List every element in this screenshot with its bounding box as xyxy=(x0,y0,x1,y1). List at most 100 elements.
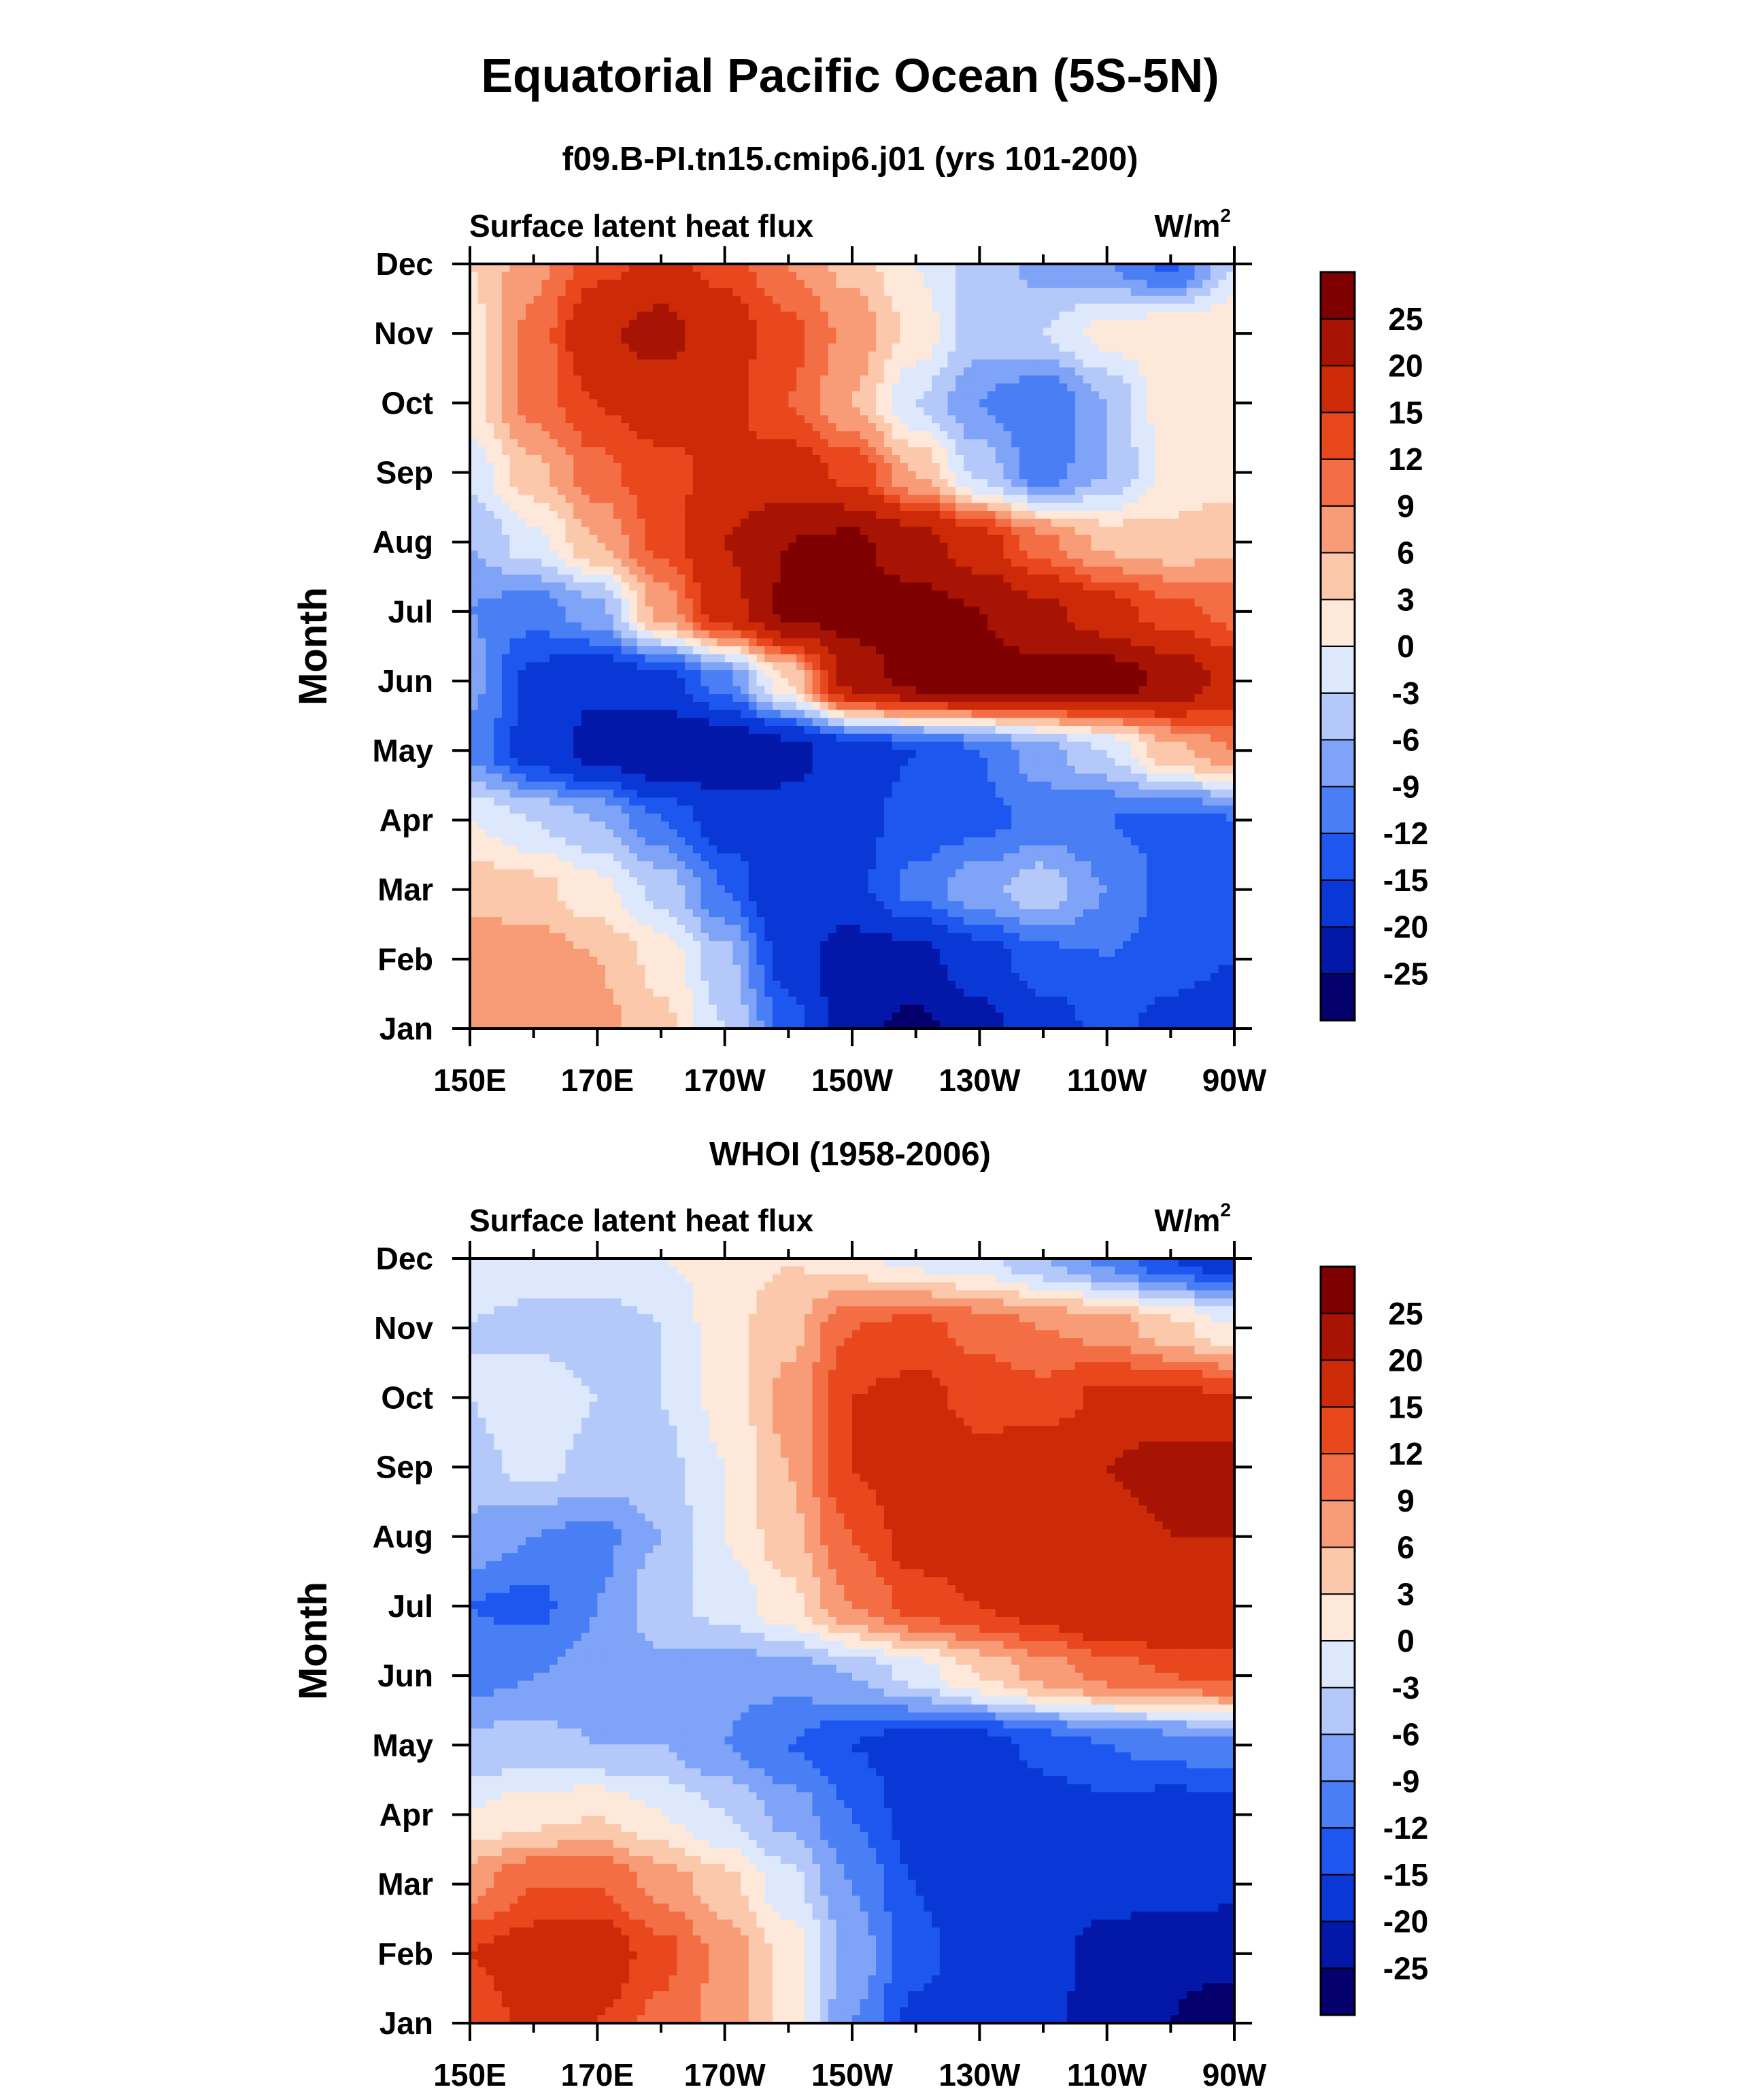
contour-cell xyxy=(963,447,973,456)
contour-cell xyxy=(645,447,654,456)
contour-cell xyxy=(1186,630,1196,639)
contour-cell xyxy=(494,559,503,567)
contour-cell xyxy=(573,351,582,361)
contour-cell xyxy=(1115,510,1123,520)
contour-cell xyxy=(494,598,503,607)
contour-cell xyxy=(883,383,893,392)
contour-cell xyxy=(939,280,949,288)
contour-cell xyxy=(589,574,598,583)
contour-cell xyxy=(1179,407,1187,416)
contour-cell xyxy=(653,423,662,432)
contour-cell xyxy=(971,407,980,416)
contour-cell xyxy=(772,542,781,552)
contour-cell xyxy=(1075,518,1084,527)
contour-cell xyxy=(509,447,518,456)
contour-cell xyxy=(876,622,885,631)
contour-cell xyxy=(550,264,558,273)
contour-cell xyxy=(518,344,526,352)
contour-cell xyxy=(700,670,709,679)
contour-cell xyxy=(804,295,813,305)
contour-cell xyxy=(565,503,574,512)
contour-cell xyxy=(692,288,702,297)
contour-cell xyxy=(1162,479,1171,488)
contour-cell xyxy=(1019,383,1028,392)
contour-cell xyxy=(661,614,670,623)
contour-cell xyxy=(541,351,550,361)
contour-cell xyxy=(1011,351,1020,361)
contour-cell xyxy=(1083,670,1092,679)
contour-cell xyxy=(900,582,909,591)
contour-cell xyxy=(764,670,773,679)
contour-cell xyxy=(939,399,949,408)
contour-cell xyxy=(804,622,813,631)
contour-cell xyxy=(1043,670,1052,679)
contour-cell xyxy=(947,367,956,376)
contour-cell xyxy=(1067,335,1076,344)
contour-cell xyxy=(1138,423,1147,432)
contour-cell xyxy=(724,574,733,583)
contour-cell xyxy=(772,622,781,631)
contour-cell xyxy=(1019,606,1028,615)
contour-cell xyxy=(892,646,900,655)
contour-cell xyxy=(692,535,702,544)
contour-cell xyxy=(979,527,988,535)
contour-cell xyxy=(637,495,646,503)
contour-cell xyxy=(1067,367,1076,376)
contour-cell xyxy=(860,646,869,655)
contour-cell xyxy=(956,447,964,456)
contour-cell xyxy=(1035,495,1044,503)
contour-cell xyxy=(963,503,973,512)
contour-cell xyxy=(533,614,542,623)
contour-cell xyxy=(692,280,702,288)
contour-cell xyxy=(494,295,503,305)
contour-cell xyxy=(748,622,758,631)
contour-cell xyxy=(1003,312,1012,320)
contour-cell xyxy=(772,431,781,440)
contour-cell xyxy=(605,375,614,384)
contour-cell xyxy=(557,646,567,655)
contour-cell xyxy=(971,630,980,639)
contour-cell xyxy=(1083,288,1092,297)
contour-cell xyxy=(788,399,797,408)
contour-cell xyxy=(1083,638,1092,647)
contour-cell xyxy=(1051,471,1060,480)
contour-cell xyxy=(1043,271,1052,281)
contour-cell xyxy=(995,654,1004,663)
contour-cell xyxy=(533,646,542,655)
contour-cell xyxy=(979,288,988,297)
contour-cell xyxy=(1011,407,1020,416)
contour-cell xyxy=(820,471,829,480)
contour-cell xyxy=(1083,431,1092,440)
contour-cell xyxy=(947,391,956,400)
contour-cell xyxy=(1123,431,1132,440)
contour-cell xyxy=(573,670,582,679)
contour-cell xyxy=(1106,542,1115,552)
contour-cell xyxy=(677,319,686,329)
contour-cell xyxy=(525,535,535,544)
contour-cell xyxy=(1098,510,1108,520)
contour-cell xyxy=(1147,598,1155,607)
contour-cell xyxy=(653,662,662,671)
contour-cell xyxy=(836,614,845,623)
contour-cell xyxy=(932,503,941,512)
contour-cell xyxy=(924,574,932,583)
contour-cell xyxy=(915,288,924,297)
contour-cell xyxy=(852,574,861,583)
contour-cell xyxy=(565,527,574,535)
contour-cell xyxy=(1123,606,1132,615)
contour-cell xyxy=(597,654,606,663)
contour-cell xyxy=(732,527,741,535)
contour-cell xyxy=(1218,391,1227,400)
contour-cell xyxy=(907,335,917,344)
contour-cell xyxy=(470,415,479,424)
contour-cell xyxy=(573,566,582,576)
contour-cell xyxy=(501,383,511,392)
contour-cell xyxy=(677,431,686,440)
contour-cell xyxy=(956,391,964,400)
contour-cell xyxy=(788,351,797,361)
contour-cell xyxy=(573,598,582,607)
contour-cell xyxy=(573,319,582,329)
contour-cell xyxy=(541,550,550,559)
contour-cell xyxy=(963,375,973,384)
contour-cell xyxy=(844,335,853,344)
